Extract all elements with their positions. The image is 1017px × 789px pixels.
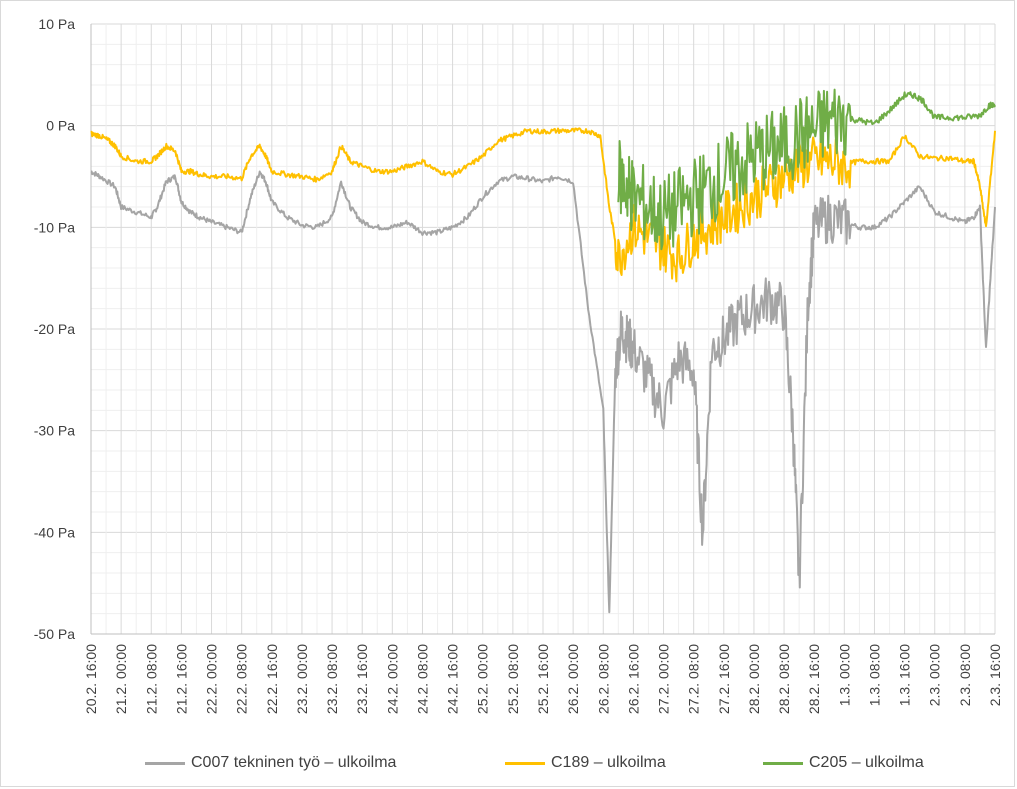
legend-swatch-c205 [763,761,803,765]
legend-item-c007: C007 tekninen työ – ulkoilma [145,750,396,776]
series-lines [90,88,996,614]
x-tick-label: 2.3. 00:00 [927,644,943,706]
x-tick-label: 1.3. 08:00 [866,644,882,706]
x-tick-label: 28.2. 08:00 [776,644,792,714]
x-tick-label: 22.2. 08:00 [234,644,250,714]
x-tick-label: 20.2. 16:00 [83,644,99,714]
x-tick-label: 27.2. 16:00 [716,644,732,714]
y-tick-label: -50 Pa [34,626,75,642]
x-tick-label: 28.2. 16:00 [806,644,822,714]
legend-label-c189: C189 – ulkoilma [551,754,666,771]
x-tick-label: 26.2. 00:00 [565,644,581,714]
x-tick-label: 27.2. 08:00 [686,644,702,714]
y-tick-label: -10 Pa [34,219,75,235]
legend-label-c007: C007 tekninen työ – ulkoilma [191,754,397,771]
x-tick-label: 22.2. 00:00 [204,644,220,714]
x-tick-label: 1.3. 16:00 [897,644,913,706]
y-tick-label: -40 Pa [34,524,75,540]
x-tick-label: 25.2. 08:00 [505,644,521,714]
x-tick-label: 23.2. 00:00 [294,644,310,714]
x-tick-label: 26.2. 08:00 [595,644,611,714]
x-tick-label: 24.2. 16:00 [445,644,461,714]
x-tick-label: 23.2. 16:00 [354,644,370,714]
x-tick-label: 2.3. 08:00 [957,644,973,706]
y-tick-label: 10 Pa [38,16,75,32]
legend-label-c205: C205 – ulkoilma [809,754,924,771]
x-tick-label: 25.2. 00:00 [475,644,491,714]
series-line-0 [90,170,996,614]
line-chart: 10 Pa0 Pa-10 Pa-20 Pa-30 Pa-40 Pa-50 Pa … [34,16,1003,714]
y-tick-label: -20 Pa [34,321,75,337]
x-axis-tick-labels: 20.2. 16:00 21.2. 00:00 21.2. 08:00 21.2. 1… [83,644,1003,714]
series-line-1 [90,127,996,283]
legend-item-c189: C189 – ulkoilma [505,750,666,776]
x-tick-label: 21.2. 16:00 [173,644,189,714]
x-tick-label: 25.2. 16:00 [535,644,551,714]
x-tick-label: 21.2. 00:00 [113,644,129,714]
x-tick-label: 28.2. 00:00 [746,644,762,714]
x-tick-label: 22.2. 16:00 [264,644,280,714]
axes [90,24,995,635]
series-line-2 [617,88,996,251]
x-tick-label: 1.3. 00:00 [836,644,852,706]
legend: C007 tekninen työ – ulkoilma C189 – ulko… [0,750,1017,776]
x-tick-label: 27.2. 00:00 [656,644,672,714]
gridlines [90,23,996,635]
x-tick-label: 26.2. 16:00 [625,644,641,714]
x-tick-label: 2.3. 16:00 [987,644,1003,706]
x-tick-label: 23.2. 08:00 [324,644,340,714]
x-tick-label: 21.2. 08:00 [143,644,159,714]
legend-swatch-c189 [505,761,545,765]
legend-swatch-c007 [145,761,185,765]
x-tick-label: 24.2. 08:00 [414,644,430,714]
y-tick-label: -30 Pa [34,423,75,439]
y-axis-tick-labels: 10 Pa 0 Pa -10 Pa -20 Pa -30 Pa -40 Pa -50 Pa [34,16,75,642]
x-tick-label: 24.2. 00:00 [384,644,400,714]
legend-item-c205: C205 – ulkoilma [763,750,924,776]
y-tick-label: 0 Pa [46,118,75,134]
